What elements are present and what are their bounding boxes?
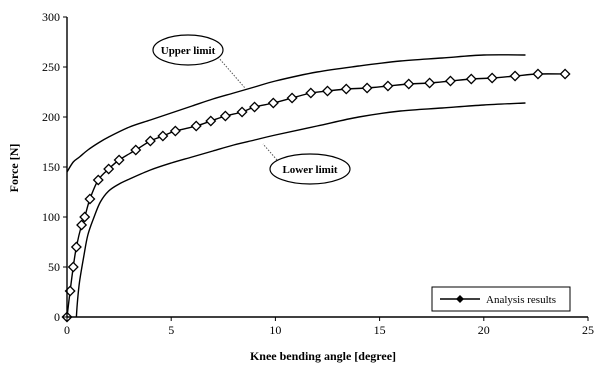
analysis-data-point-marker <box>236 106 248 118</box>
analysis-data-point-marker <box>79 211 91 223</box>
analysis-data-point-marker <box>103 163 115 175</box>
y-tick-label: 0 <box>54 310 60 324</box>
legend-swatch-diamond-marker <box>456 295 464 303</box>
analysis-data-point-marker <box>113 154 125 166</box>
upper-limit-callout: Upper limit <box>152 34 246 89</box>
y-tick-label: 50 <box>48 260 60 274</box>
x-tick-label: 10 <box>269 323 281 337</box>
lower-series-line <box>75 102 526 318</box>
analysis-data-point-marker <box>249 101 261 113</box>
analysis-data-point-marker <box>144 135 156 147</box>
upper-series-line <box>66 54 526 173</box>
analysis-data-point-marker <box>444 75 456 87</box>
x-tick-label: 0 <box>64 323 70 337</box>
legend-entry-analysis-results: Analysis results <box>486 294 556 306</box>
upper-series <box>66 54 526 173</box>
x-tick-label: 25 <box>582 323 594 337</box>
analysis-data-point-marker <box>76 219 88 231</box>
analysis-data-point-marker <box>130 144 142 156</box>
analysis-data-point-marker <box>403 78 415 90</box>
analysis-data-point-marker <box>84 193 96 205</box>
lower-limit-leader-line <box>262 143 278 161</box>
x-tick-label: 20 <box>478 323 490 337</box>
lower-limit-callout: Lower limit <box>262 143 351 185</box>
y-tick-label: 300 <box>42 10 60 24</box>
analysis-data-point-marker <box>509 70 521 82</box>
analysis-data-point-marker <box>92 174 104 186</box>
y-axis-title: Force [N] <box>7 144 21 193</box>
lower-limit-bubble <box>269 153 351 185</box>
upper-limit-bubble <box>152 34 224 66</box>
legend: Analysis results <box>431 286 571 312</box>
lower-limit-label: Lower limit <box>282 164 337 176</box>
analysis-data-point-marker <box>267 97 279 109</box>
analysis-data-point-marker <box>169 125 181 137</box>
analysis-data-point-marker <box>559 68 571 80</box>
analysis-data-point-marker <box>305 87 317 99</box>
analysis-data-point-marker <box>321 85 334 97</box>
lower-series <box>75 102 526 318</box>
series-layer <box>61 54 571 323</box>
analysis-data-point-marker <box>382 80 394 92</box>
upper-limit-label: Upper limit <box>161 45 216 57</box>
analysis-series <box>61 68 571 323</box>
x-axis-title: Knee bending angle [degree] <box>250 349 396 363</box>
analysis-data-point-marker <box>190 120 202 132</box>
analysis-data-point-marker <box>286 92 298 104</box>
x-tick-label: 15 <box>374 323 386 337</box>
analysis-data-point-marker <box>157 130 169 142</box>
analysis-data-point-marker <box>486 72 498 84</box>
analysis-data-point-marker <box>361 82 373 94</box>
y-tick-label: 100 <box>42 210 60 224</box>
analysis-data-point-marker <box>532 68 544 80</box>
x-tick-label: 5 <box>168 323 174 337</box>
y-tick-label: 150 <box>42 160 60 174</box>
y-tick-label: 200 <box>42 110 60 124</box>
analysis-series-line <box>66 73 566 318</box>
analysis-data-point-marker <box>219 110 231 122</box>
analysis-data-point-marker <box>205 115 217 127</box>
analysis-data-point-marker <box>340 83 352 95</box>
analysis-data-point-marker <box>70 241 82 253</box>
upper-limit-leader-line <box>217 56 246 89</box>
analysis-data-point-marker <box>67 261 79 273</box>
analysis-data-point-marker <box>465 73 477 85</box>
analysis-data-point-marker <box>424 77 436 89</box>
y-tick-label: 250 <box>42 60 60 74</box>
